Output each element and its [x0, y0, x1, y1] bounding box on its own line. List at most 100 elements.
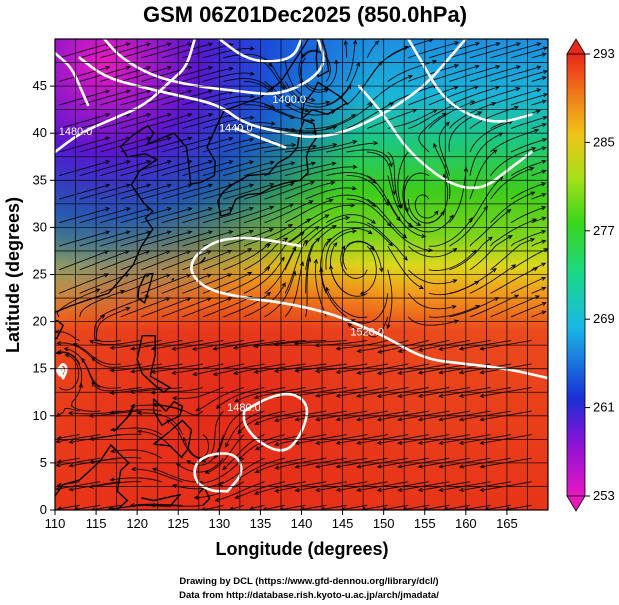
streamline-arrowhead	[222, 465, 228, 471]
streamline-arrowhead	[483, 205, 488, 211]
streamline-arrowhead	[290, 161, 296, 166]
streamline-arrowhead	[270, 121, 276, 126]
streamline	[89, 457, 142, 463]
streamline-arrowhead	[530, 238, 536, 243]
streamline	[531, 193, 546, 200]
streamline	[91, 382, 142, 392]
streamline	[56, 434, 101, 443]
streamline	[449, 236, 493, 271]
streamline	[254, 363, 306, 373]
streamline	[366, 46, 409, 82]
streamline	[161, 274, 212, 294]
streamline	[130, 503, 183, 506]
streamline-arrowhead	[541, 52, 547, 57]
streamline	[161, 66, 213, 82]
streamline-arrowhead	[286, 101, 292, 107]
streamline-arrowhead	[475, 41, 480, 47]
streamline-arrowhead	[396, 216, 401, 222]
streamline	[510, 93, 547, 106]
x-tick-label: 125	[167, 516, 189, 531]
streamline-arrowhead	[314, 417, 321, 422]
streamline-arrowhead	[237, 429, 242, 435]
streamline-arrowhead	[325, 100, 331, 105]
streamline	[366, 175, 401, 221]
streamline-arrowhead	[289, 182, 295, 187]
streamline-arrowhead	[479, 346, 485, 351]
streamline	[449, 86, 499, 106]
streamline-arrowhead	[388, 241, 393, 247]
streamline-arrowhead	[386, 324, 391, 330]
streamline	[202, 72, 254, 82]
streamline	[346, 149, 393, 167]
streamline	[120, 66, 172, 82]
streamline	[433, 143, 451, 200]
streamline	[449, 268, 497, 294]
streamline	[235, 481, 286, 499]
streamline-arrowhead	[249, 183, 255, 188]
streamline-arrowhead	[146, 89, 152, 94]
streamline-arrowhead	[388, 162, 393, 168]
streamline	[263, 504, 286, 510]
x-tick-label: 140	[291, 516, 313, 531]
streamline	[79, 160, 131, 177]
streamline	[141, 43, 192, 59]
streamline-arrowhead	[541, 206, 547, 211]
streamline-arrowhead	[541, 310, 547, 315]
streamline	[161, 231, 213, 247]
colorbar-max-arrow	[566, 38, 586, 55]
streamline-arrowhead	[343, 39, 348, 45]
streamline-arrowhead	[434, 210, 439, 216]
streamline-arrowhead	[328, 198, 334, 203]
streamline	[407, 293, 456, 310]
streamline	[510, 138, 547, 153]
streamline	[397, 151, 409, 208]
streamline-arrowhead	[136, 410, 142, 416]
streamline-arrowhead	[541, 216, 547, 221]
streamline-arrowhead	[64, 353, 70, 358]
x-tick-label: 155	[414, 516, 436, 531]
streamline	[284, 199, 333, 224]
streamline	[438, 122, 450, 176]
streamline-arrowhead	[453, 85, 459, 90]
streamline	[223, 141, 275, 153]
streamline-arrowhead	[453, 319, 459, 324]
streamline	[223, 244, 271, 271]
streamline-arrowhead	[294, 487, 300, 493]
streamline	[153, 404, 204, 416]
streamline	[141, 137, 192, 153]
streamline	[264, 81, 309, 112]
streamline	[182, 230, 233, 247]
streamline-arrowhead	[304, 108, 310, 113]
streamline-arrowhead	[532, 218, 538, 223]
streamline	[490, 295, 540, 318]
streamline	[57, 434, 80, 439]
streamline-arrowhead	[438, 393, 444, 398]
streamline-arrowhead	[249, 160, 255, 165]
lat-lon-grid	[55, 39, 548, 510]
streamline	[141, 297, 191, 318]
y-tick-label: 40	[33, 125, 47, 140]
streamline-arrowhead	[78, 382, 83, 388]
streamline-arrowhead	[208, 160, 213, 165]
streamline	[141, 207, 192, 224]
streamline-arrowhead	[379, 267, 384, 273]
streamline-arrowhead	[125, 183, 131, 188]
streamline	[229, 504, 245, 510]
streamline	[233, 339, 286, 349]
streamline	[469, 132, 503, 176]
streamline-arrowhead	[418, 285, 424, 289]
x-tick-label: 160	[455, 516, 477, 531]
streamline	[469, 294, 519, 318]
streamline	[284, 181, 335, 200]
streamline-arrowhead	[55, 462, 61, 468]
streamline-arrowhead	[266, 243, 272, 248]
streamline	[243, 257, 285, 294]
streamline-arrowhead	[541, 239, 547, 244]
streamline	[141, 250, 191, 271]
y-tick-label: 0	[40, 502, 47, 517]
streamline	[161, 160, 213, 177]
streamline-arrowhead	[109, 477, 115, 482]
streamline	[182, 273, 232, 294]
streamline-arrowhead	[234, 398, 239, 403]
streamline	[58, 250, 109, 271]
